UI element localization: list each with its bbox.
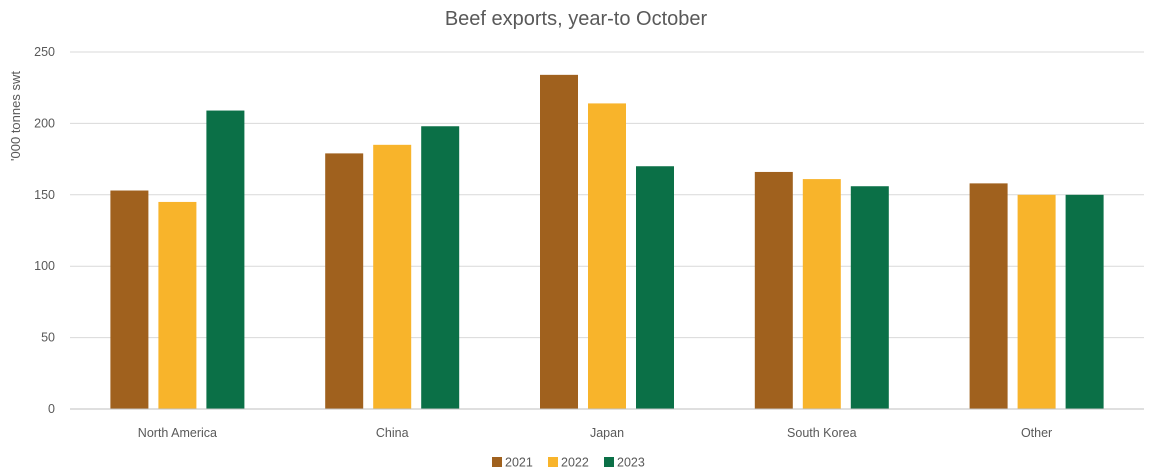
x-tick-label: Other xyxy=(1021,426,1052,440)
x-tick-label: South Korea xyxy=(787,426,857,440)
bar-south-korea-2021 xyxy=(754,171,793,409)
legend-label: 2022 xyxy=(561,456,589,470)
bar-china-2023 xyxy=(421,126,460,410)
y-tick-label: 200 xyxy=(34,116,55,130)
legend-label: 2021 xyxy=(505,456,533,470)
bars xyxy=(110,74,1104,410)
bar-other-2023 xyxy=(1065,194,1104,409)
bar-north-america-2021 xyxy=(110,190,149,409)
bar-japan-2023 xyxy=(636,166,674,409)
bar-china-2021 xyxy=(325,153,364,409)
bar-south-korea-2022 xyxy=(802,179,841,409)
bar-other-2021 xyxy=(969,183,1008,409)
legend-label: 2023 xyxy=(617,456,645,470)
y-tick-label: 100 xyxy=(34,259,55,273)
bar-other-2022 xyxy=(1017,194,1056,409)
bar-north-america-2023 xyxy=(206,110,245,409)
legend-swatch-2022 xyxy=(548,457,558,467)
legend-swatch-2023 xyxy=(604,457,614,467)
y-axis-title: '000 tonnes swt xyxy=(8,71,23,161)
legend: 2021 2022 2023 xyxy=(492,456,645,470)
y-tick-label: 250 xyxy=(34,45,55,59)
bar-china-2022 xyxy=(373,144,412,409)
bar-south-korea-2023 xyxy=(850,186,889,409)
x-tick-label: North America xyxy=(138,426,217,440)
y-axis-ticks: 0 50 100 150 200 250 xyxy=(34,45,55,416)
y-tick-label: 150 xyxy=(34,188,55,202)
chart-title: Beef exports, year-to October xyxy=(445,8,708,30)
bar-north-america-2022 xyxy=(158,201,197,409)
x-tick-label: China xyxy=(376,426,409,440)
bar-japan-2022 xyxy=(588,103,626,410)
bar-japan-2021 xyxy=(540,74,578,410)
legend-swatch-2021 xyxy=(492,457,502,467)
x-tick-label: Japan xyxy=(590,426,624,440)
y-tick-label: 0 xyxy=(48,402,55,416)
x-axis-ticks: North America China Japan South Korea Other xyxy=(138,426,1052,440)
y-tick-label: 50 xyxy=(41,331,55,345)
